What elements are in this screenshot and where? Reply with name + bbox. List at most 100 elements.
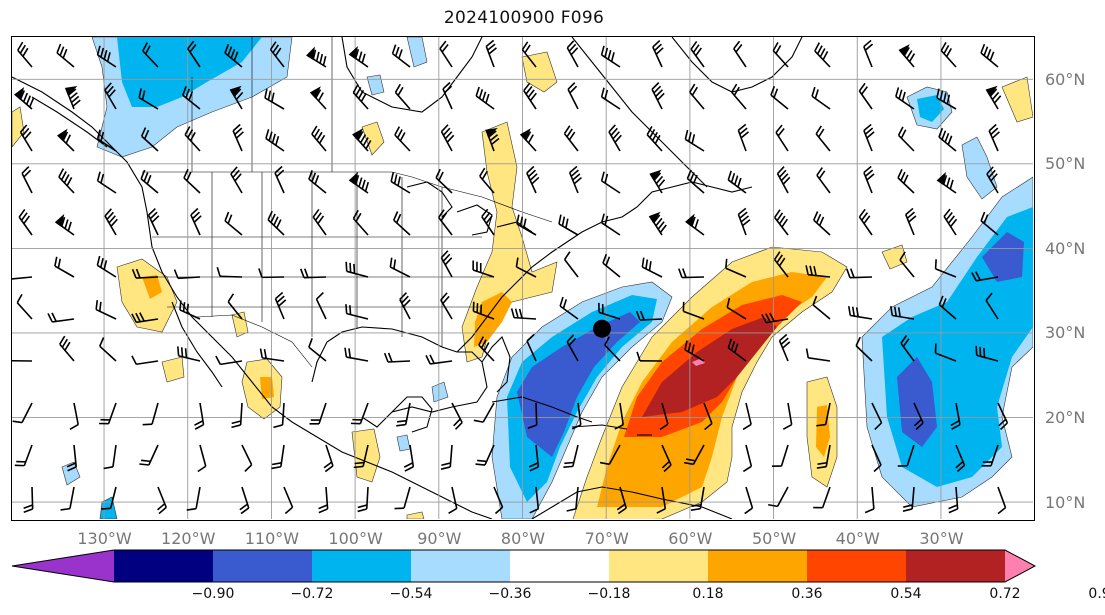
- wind-barb: [608, 124, 622, 152]
- wind-barb: [184, 126, 201, 152]
- colorbar-segment: [807, 550, 907, 582]
- wind-barb: [986, 166, 999, 194]
- colorbar-tick-label: −0.90: [191, 586, 235, 602]
- wind-barb: [308, 338, 327, 362]
- wind-barb: [131, 355, 159, 366]
- wind-barb: [744, 486, 754, 515]
- wind-barb: [179, 300, 201, 320]
- wind-barb: [142, 42, 159, 68]
- wind-barb: [440, 250, 453, 278]
- wind-barb: [481, 208, 495, 236]
- wind-barb: [138, 88, 159, 110]
- sw-negative-5: [406, 37, 428, 68]
- wind-barb: [269, 41, 285, 68]
- wind-barb: [988, 123, 1000, 152]
- wind-barb: [678, 268, 705, 279]
- wind-barb: [776, 166, 791, 194]
- wind-barb: [897, 168, 915, 194]
- wind-barb: [563, 444, 579, 468]
- wind-barb: [863, 123, 875, 152]
- wind-barb: [283, 486, 294, 515]
- wind-barb: [311, 125, 327, 152]
- wind-barb: [811, 86, 831, 110]
- wind-barb: [239, 486, 250, 515]
- colorbar-segment: [708, 550, 808, 582]
- wind-barb: [345, 261, 369, 278]
- wind-barb: [905, 207, 917, 236]
- wind-barb: [104, 208, 118, 236]
- wind-barb: [216, 267, 243, 278]
- wind-barb: [183, 168, 201, 194]
- wind-barb: [897, 126, 915, 152]
- wind-barb: [267, 210, 285, 236]
- wind-barb: [140, 169, 159, 194]
- wind-barb: [383, 352, 411, 363]
- colorbar-segment: [510, 550, 610, 582]
- wind-barb: [493, 486, 504, 515]
- wind-barb: [938, 127, 957, 152]
- wind-barb: [478, 336, 495, 362]
- wind-barb: [345, 304, 369, 320]
- longitude-label: 30°W: [919, 529, 964, 548]
- map-canvas: [12, 37, 1034, 520]
- ne-negative-blue: [917, 95, 944, 122]
- pos-patch-10: [12, 106, 25, 148]
- pos-patch-12: [161, 356, 185, 383]
- wind-barb: [64, 85, 81, 110]
- wind-barb: [768, 486, 789, 508]
- wind-barb: [889, 305, 915, 320]
- wind-barb: [599, 444, 621, 466]
- mexico-gulf: [311, 326, 488, 428]
- wind-barb: [99, 337, 117, 362]
- wind-barb: [399, 292, 411, 320]
- storm-center-marker: [593, 319, 612, 338]
- wind-barb: [598, 302, 621, 320]
- wind-barb: [567, 82, 579, 110]
- wind-barb: [980, 43, 999, 68]
- wind-barb: [686, 169, 705, 194]
- colorbar-tick-label: 0.36: [791, 586, 823, 602]
- wind-barb: [231, 402, 243, 429]
- wind-barb: [439, 40, 453, 68]
- wind-barb: [348, 45, 369, 68]
- wind-barb: [955, 444, 966, 473]
- wind-barb: [770, 85, 789, 110]
- wind-barb: [396, 402, 411, 427]
- wind-barb: [528, 444, 540, 472]
- wind-barb: [479, 167, 495, 194]
- wind-barb: [649, 169, 666, 194]
- wind-barb: [519, 128, 537, 152]
- wind-barb: [57, 128, 75, 152]
- wind-barb: [981, 444, 999, 467]
- baja: [171, 301, 223, 388]
- colorbar-overflow-triangle: [1005, 550, 1035, 582]
- wind-barb: [394, 486, 411, 510]
- wind-barb: [563, 125, 579, 152]
- wind-barb: [559, 296, 579, 320]
- wind-barb: [690, 486, 705, 511]
- yucatan: [391, 396, 433, 433]
- longitude-label: 60°W: [668, 529, 713, 548]
- wind-barb: [352, 83, 369, 110]
- wind-barb: [224, 211, 243, 236]
- wind-barb: [393, 211, 411, 236]
- wind-barb: [309, 402, 327, 425]
- wind-barb: [139, 444, 159, 466]
- wind-barb: [14, 444, 33, 467]
- wind-barb: [215, 355, 243, 366]
- wind-barbs: [12, 39, 1009, 515]
- negative-band-royal: [517, 312, 640, 457]
- wind-barb: [140, 127, 159, 152]
- wind-barb: [23, 486, 34, 514]
- wind-barb: [566, 334, 579, 362]
- colorbar-segments: [11, 549, 1037, 583]
- wind-barb: [604, 336, 621, 362]
- longitude-label: 50°W: [751, 529, 797, 548]
- latitude-label: 40°N: [1045, 238, 1086, 258]
- east-coast: [456, 181, 753, 353]
- wind-barb: [451, 402, 463, 430]
- wind-barb: [224, 43, 243, 68]
- wind-barb: [600, 45, 621, 68]
- alaska-islands: [31, 96, 108, 148]
- wind-barb: [394, 126, 411, 152]
